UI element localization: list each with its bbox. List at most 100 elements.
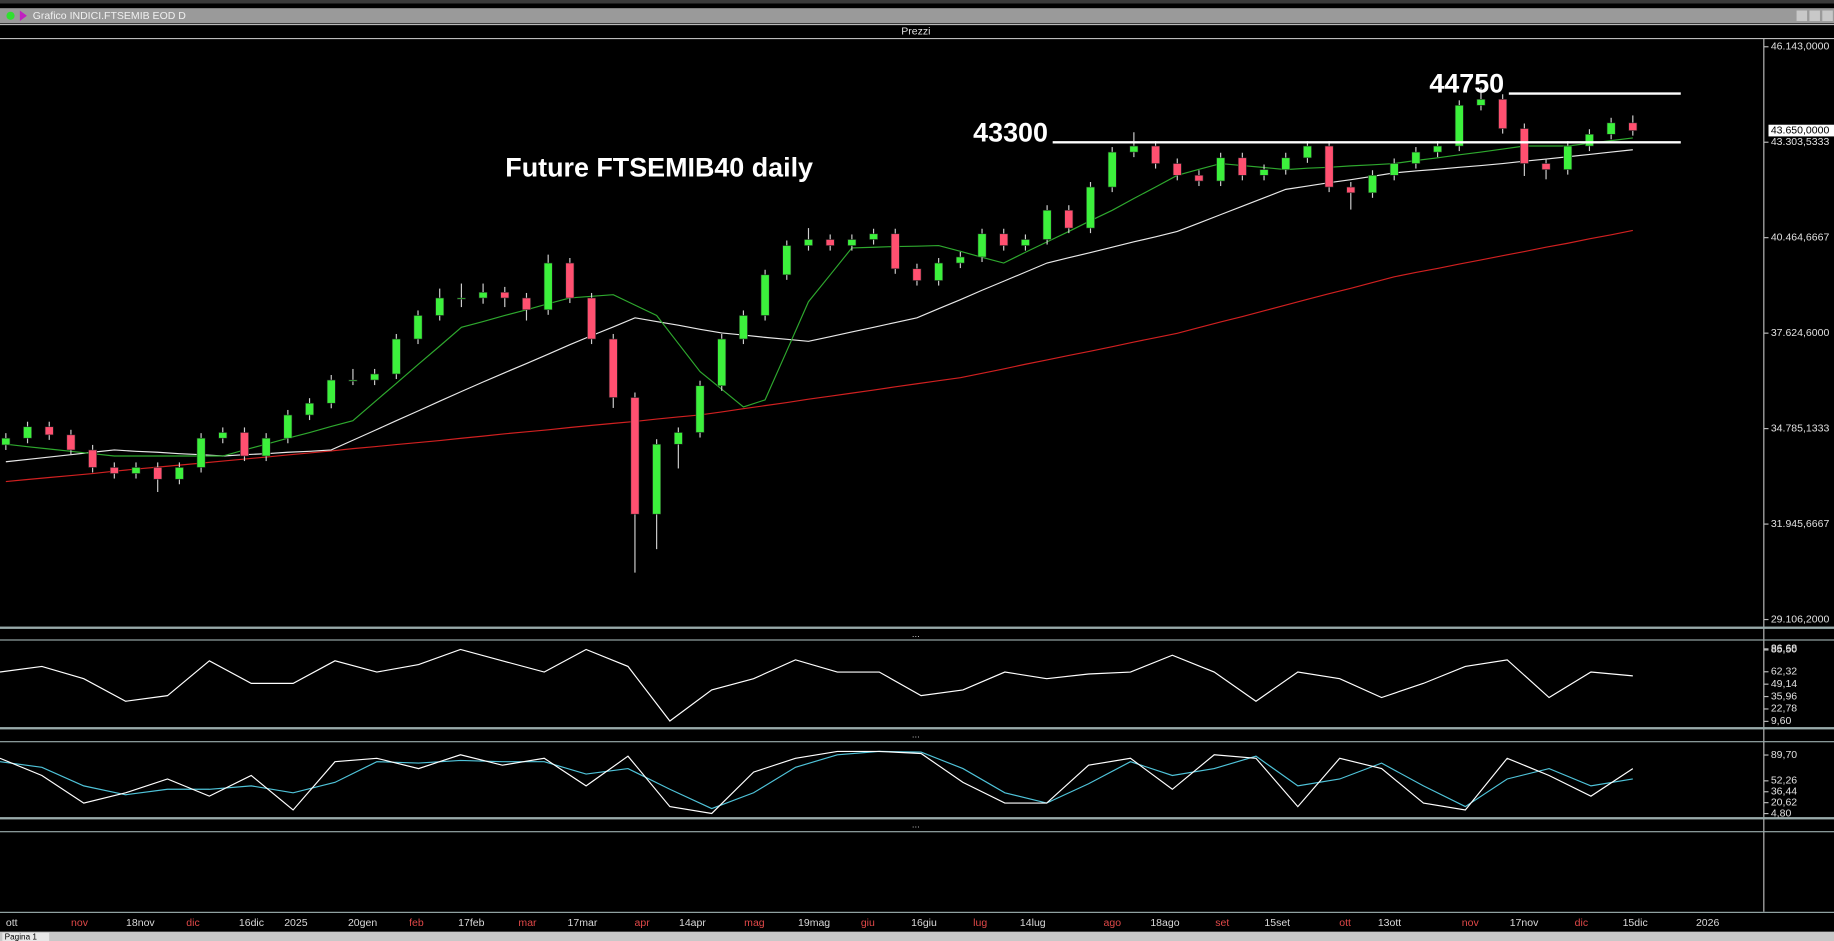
x-tick-label: nov (1462, 917, 1480, 929)
y-tick-label: 29.106,2000 (1771, 613, 1830, 625)
x-tick-label: 20gen (348, 917, 377, 929)
indicator-line (5, 149, 1633, 463)
x-tick-label: 13ott (1378, 917, 1401, 929)
candle-body (1585, 133, 1594, 147)
candle-body (934, 262, 944, 281)
candle-body (1259, 169, 1269, 176)
x-tick-label: ott (1339, 917, 1351, 929)
x-tick-label: giu (861, 917, 875, 929)
candle-body (435, 297, 445, 316)
candle-body (1151, 145, 1160, 164)
candle-body (1042, 209, 1052, 240)
candle-body (717, 338, 727, 387)
x-tick-label: 2026 (1696, 917, 1720, 929)
candle-body (782, 245, 792, 276)
separator-grip[interactable]: ... (912, 820, 920, 830)
window-title: Grafico INDICI.FTSEMIB EOD D (33, 10, 187, 22)
candle-body (413, 315, 423, 340)
tab-label[interactable]: Pagina 1 (5, 933, 38, 941)
price-marker-label: 43.303,5333 (1771, 136, 1830, 148)
separator-grip[interactable]: ... (912, 629, 920, 639)
x-tick-label: 17nov (1510, 917, 1539, 929)
candle-body (1411, 151, 1421, 164)
indicator-line (0, 750, 1633, 810)
candle-body (955, 256, 965, 264)
candle-body (457, 297, 466, 300)
y-tick-label: 31.945,6667 (1771, 518, 1830, 530)
candle-body (608, 338, 618, 398)
candle-body (890, 233, 900, 270)
y-tick-label: 89,70 (1771, 749, 1797, 761)
x-tick-label: feb (409, 917, 424, 929)
candle-body (218, 432, 228, 439)
candle-body (1129, 145, 1139, 153)
candle-body (1563, 145, 1573, 170)
candle-body (1628, 122, 1638, 131)
x-tick-label: set (1215, 917, 1229, 929)
x-tick-label: ott (6, 917, 18, 929)
x-tick-label: 14lug (1020, 917, 1046, 929)
x-tick-label: lug (973, 917, 987, 929)
candle-body (1433, 145, 1442, 153)
candle-body (283, 414, 293, 439)
y-tick-label: 34.785,1333 (1771, 422, 1830, 434)
candle-body (1324, 145, 1334, 188)
candle-body (153, 467, 163, 480)
candle-body (1346, 186, 1356, 194)
chart-title: Future FTSEMIB40 daily (505, 153, 813, 183)
candle-body (652, 443, 662, 515)
x-tick-label: 15set (1264, 917, 1290, 929)
x-tick-label: apr (635, 917, 651, 929)
x-tick-label: ago (1104, 917, 1122, 929)
candle-body (305, 402, 314, 416)
y-tick-label: 36,44 (1771, 786, 1797, 798)
indicator-line (5, 137, 1633, 457)
candle-body (1303, 145, 1312, 159)
x-tick-label: mag (744, 917, 765, 929)
status-icon (6, 11, 15, 20)
y-tick-label: 86,68 (1771, 643, 1797, 655)
separator (0, 626, 1834, 629)
play-icon[interactable] (19, 10, 27, 22)
y-tick-label: 37.624,6000 (1771, 327, 1830, 339)
candle-body (1, 437, 11, 446)
top-edge (0, 0, 1834, 4)
x-tick-label: dic (1575, 917, 1588, 929)
candle-body (66, 434, 76, 451)
candle-body (1172, 163, 1182, 176)
tab-bar (0, 931, 1834, 941)
price-marker-label: 43.650,0000 (1771, 124, 1830, 136)
candle-body (977, 233, 987, 258)
candle-body (1476, 99, 1486, 106)
candle-body (1021, 239, 1030, 246)
close-button[interactable] (1822, 10, 1833, 22)
x-tick-label: 19mag (798, 917, 830, 929)
x-tick-label: mar (518, 917, 537, 929)
candle-body (1194, 174, 1204, 182)
candle-body (1107, 151, 1117, 188)
candle-body (760, 274, 770, 316)
candle-body (44, 426, 54, 436)
tab[interactable] (2, 932, 50, 941)
candle-body (825, 239, 835, 246)
candle-body (847, 239, 857, 246)
y-tick-label: 46.143,0000 (1771, 41, 1830, 53)
candle-body (869, 233, 878, 240)
x-tick-label: 16giu (911, 917, 937, 929)
y-tick-label: 52,26 (1771, 775, 1797, 787)
separator (0, 911, 1834, 913)
candle-body (1606, 122, 1616, 135)
candle-body (23, 426, 32, 439)
maximize-button[interactable] (1809, 10, 1820, 22)
separator (0, 741, 1834, 743)
candle-body (912, 268, 922, 281)
minimize-button[interactable] (1796, 10, 1808, 22)
separator-grip[interactable]: ... (912, 730, 920, 740)
candle-body (1519, 128, 1529, 164)
title-bar (0, 8, 1834, 24)
x-tick-label: 15dic (1623, 917, 1648, 929)
y-tick-label: 49,14 (1771, 678, 1797, 690)
level-label: 44750 (1429, 69, 1504, 99)
panel-separators: ... ... ... (0, 626, 1834, 913)
